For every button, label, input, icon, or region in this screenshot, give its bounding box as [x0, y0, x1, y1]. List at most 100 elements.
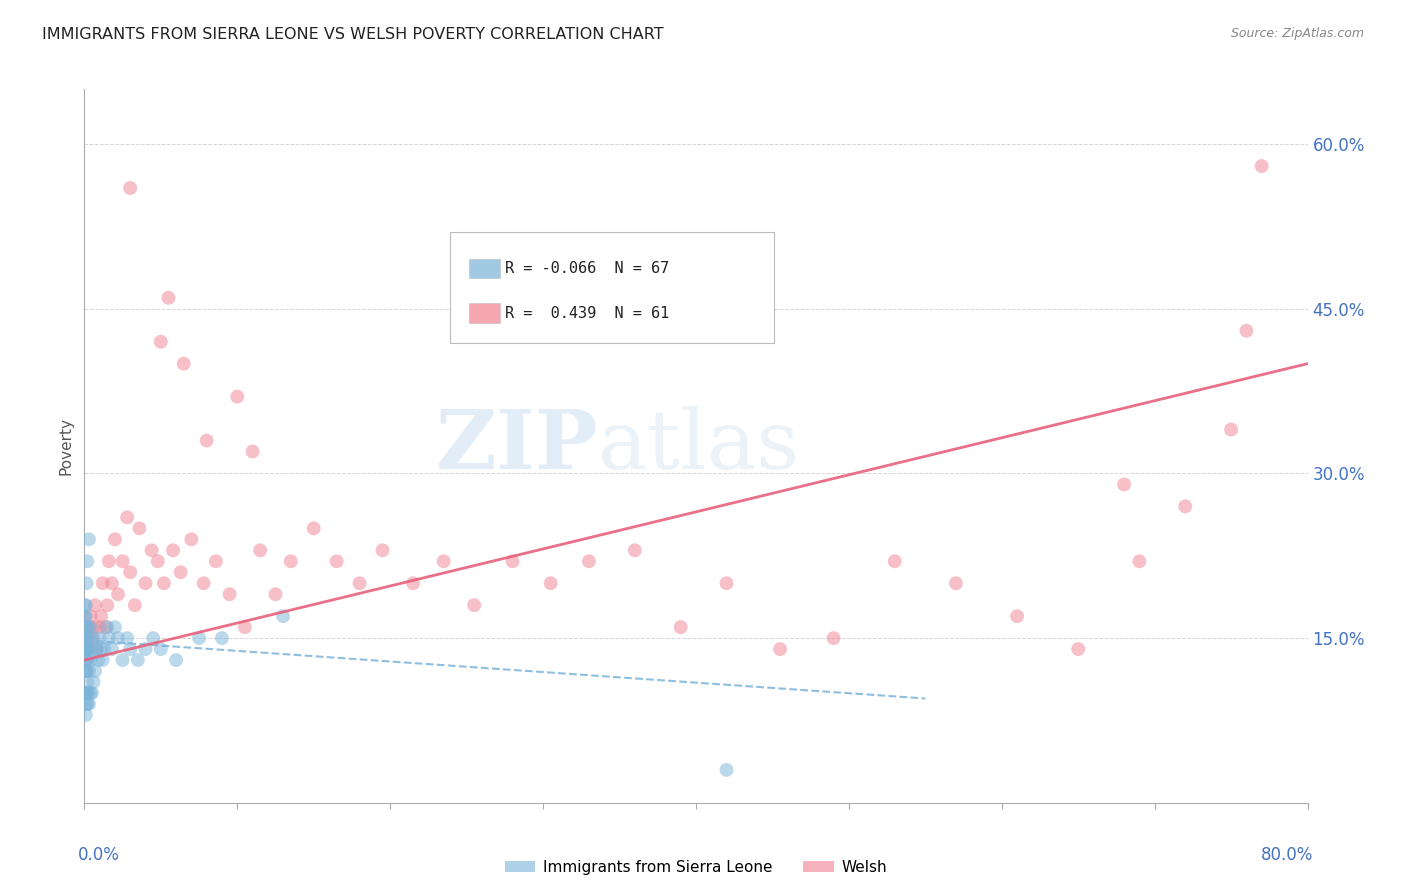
Point	[242, 444, 264, 458]
Point	[75, 642, 97, 657]
Point	[205, 554, 228, 568]
Point	[76, 620, 98, 634]
Point	[93, 642, 115, 657]
Point	[77, 664, 100, 678]
Point	[97, 554, 120, 568]
Point	[101, 642, 124, 657]
Point	[578, 554, 600, 568]
Point	[76, 631, 98, 645]
Point	[75, 653, 97, 667]
Point	[79, 620, 101, 634]
Point	[716, 763, 738, 777]
Point	[104, 620, 127, 634]
Point	[75, 631, 97, 645]
Point	[165, 653, 187, 667]
Point	[89, 631, 111, 645]
Point	[86, 642, 108, 657]
Point	[76, 653, 98, 667]
Point	[173, 357, 195, 371]
Point	[1250, 159, 1272, 173]
Point	[153, 576, 176, 591]
Point	[97, 631, 120, 645]
Point	[83, 620, 105, 634]
Point	[433, 554, 456, 568]
Point	[84, 664, 107, 678]
Point	[264, 587, 287, 601]
Point	[75, 664, 97, 678]
Point	[80, 686, 103, 700]
Point	[218, 587, 240, 601]
Point	[107, 587, 129, 601]
Point	[1128, 554, 1150, 568]
Point	[120, 181, 142, 195]
Point	[502, 554, 524, 568]
Text: R = -0.066  N = 67: R = -0.066 N = 67	[505, 261, 669, 276]
Point	[77, 686, 100, 700]
Point	[111, 653, 134, 667]
Point	[127, 653, 149, 667]
Point	[349, 576, 371, 591]
Point	[883, 554, 905, 568]
Point	[1067, 642, 1090, 657]
Point	[1005, 609, 1028, 624]
Point	[945, 576, 967, 591]
Point	[823, 631, 845, 645]
Point	[233, 620, 256, 634]
Point	[86, 642, 108, 657]
Point	[79, 686, 101, 700]
Point	[141, 543, 163, 558]
Point	[193, 576, 215, 591]
Point	[1174, 500, 1197, 514]
Point	[76, 675, 98, 690]
Point	[77, 697, 100, 711]
Point	[90, 642, 112, 657]
Point	[79, 653, 101, 667]
Point	[75, 686, 97, 700]
Point	[716, 576, 738, 591]
Point	[149, 334, 172, 349]
Legend: Immigrants from Sierra Leone, Welsh: Immigrants from Sierra Leone, Welsh	[499, 854, 893, 880]
Point	[96, 620, 118, 634]
Point	[90, 609, 112, 624]
Point	[89, 620, 111, 634]
Point	[157, 291, 180, 305]
Point	[325, 554, 347, 568]
Point	[124, 598, 146, 612]
Point	[75, 631, 97, 645]
Point	[1220, 423, 1243, 437]
Point	[80, 631, 103, 645]
Point	[76, 631, 98, 645]
Point	[75, 598, 97, 612]
Point	[142, 631, 165, 645]
Text: IMMIGRANTS FROM SIERRA LEONE VS WELSH POVERTY CORRELATION CHART: IMMIGRANTS FROM SIERRA LEONE VS WELSH PO…	[42, 27, 664, 42]
Point	[96, 598, 118, 612]
Point	[669, 620, 692, 634]
Point	[75, 697, 97, 711]
Point	[170, 566, 193, 580]
Point	[624, 543, 647, 558]
Point	[115, 631, 138, 645]
Point	[1114, 477, 1136, 491]
Point	[371, 543, 394, 558]
Point	[120, 642, 142, 657]
Point	[91, 653, 114, 667]
Point	[101, 576, 124, 591]
Point	[226, 390, 249, 404]
Point	[76, 686, 98, 700]
Point	[463, 598, 485, 612]
Point	[94, 620, 117, 634]
Point	[107, 631, 129, 645]
Point	[135, 642, 157, 657]
Point	[75, 642, 97, 657]
Point	[75, 598, 97, 612]
Point	[180, 533, 202, 547]
Point	[75, 686, 97, 700]
Point	[75, 642, 97, 657]
Point	[302, 521, 325, 535]
Point	[188, 631, 211, 645]
Point	[75, 708, 97, 723]
Point	[75, 609, 97, 624]
Point	[83, 631, 105, 645]
Point	[76, 664, 98, 678]
Point	[76, 642, 98, 657]
